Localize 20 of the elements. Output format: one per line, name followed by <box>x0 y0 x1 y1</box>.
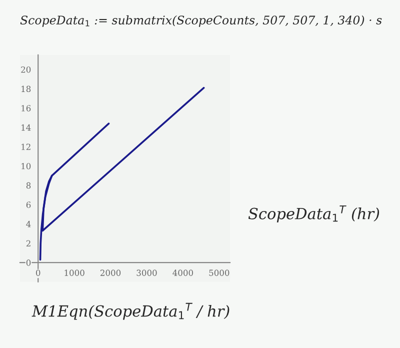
y-tick-label: 14 <box>22 124 31 131</box>
x-tick-label: 1000 <box>64 270 84 276</box>
y-tick-label: 12 <box>22 144 30 150</box>
x-tick-label: 0 <box>36 270 40 276</box>
y-axis-title: ScopeData$_{1}$$^{T}$ (hr) <box>248 205 380 222</box>
x-axis-title: M1Eqn(ScopeData$_{1}$$^{T}$ / hr) <box>32 302 230 320</box>
y-tick-label: 4 <box>26 220 31 228</box>
x-tick-label: 4000 <box>172 270 193 276</box>
x-tick-label: 5000 <box>209 270 230 276</box>
y-tick-label: 0 <box>26 260 31 266</box>
chart-title: ScopeData$_{1}$ := submatrix(ScopeCounts, 507, 507, 1, 340) · s <box>20 15 382 27</box>
x-tick-label: 2000 <box>100 270 121 276</box>
y-tick-label: 18 <box>22 86 31 92</box>
y-tick-label: 2 <box>26 240 30 246</box>
y-tick-label: 6 <box>26 202 31 208</box>
x-tick-label: 3000 <box>136 270 157 276</box>
y-tick-label: 10 <box>22 163 31 170</box>
y-tick-label: 16 <box>22 105 31 112</box>
y-tick-label: 20 <box>21 66 31 73</box>
y-tick-label: 8 <box>26 182 31 189</box>
